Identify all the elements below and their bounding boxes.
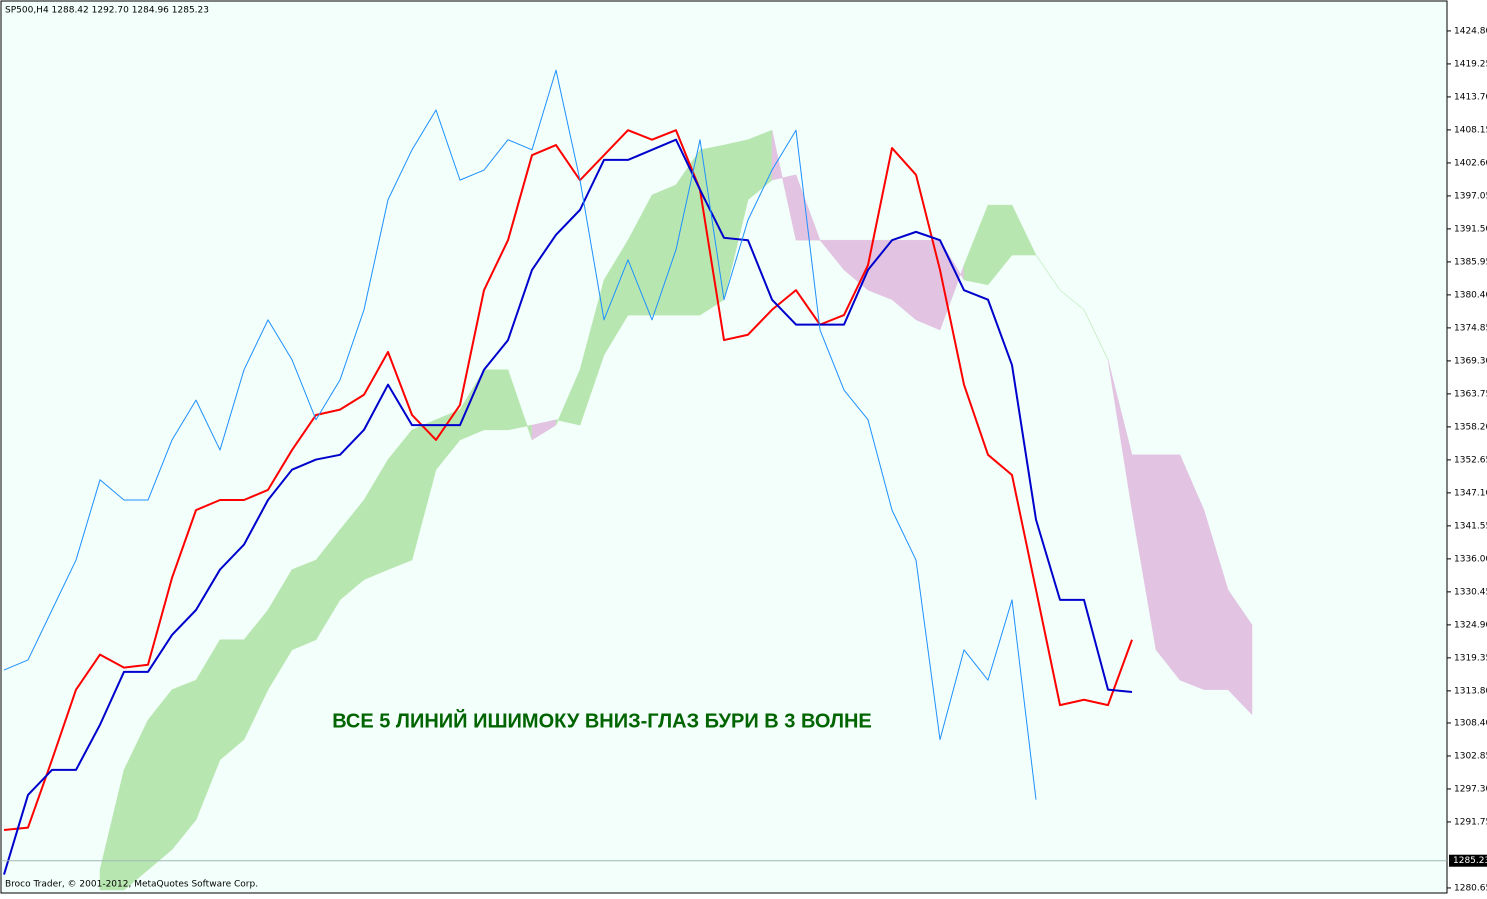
y-tick-label: 1419.25 bbox=[1454, 59, 1487, 69]
cloud-down bbox=[795, 174, 821, 241]
y-tick-label: 1280.65 bbox=[1454, 883, 1487, 893]
cloud-up bbox=[291, 559, 317, 651]
y-tick-label: 1397.05 bbox=[1454, 191, 1487, 201]
y-axis: 1424.80 1419.25 1413.70 1408.15 1402.60 1397.… bbox=[1447, 26, 1487, 893]
cloud-up bbox=[171, 679, 197, 851]
y-tick-label: 1336.00 bbox=[1454, 554, 1487, 564]
y-tick-label: 1291.75 bbox=[1454, 817, 1487, 827]
y-tick-label: 1313.80 bbox=[1454, 686, 1487, 696]
y-tick-label: 1385.95 bbox=[1454, 257, 1487, 267]
y-tick-label: 1319.35 bbox=[1454, 653, 1487, 663]
y-tick-label: 1369.30 bbox=[1454, 356, 1487, 366]
current-price-box bbox=[1449, 854, 1487, 867]
y-tick-label: 1297.30 bbox=[1454, 784, 1487, 794]
cloud-up bbox=[147, 688, 173, 871]
y-tick-label: 1413.70 bbox=[1454, 92, 1487, 102]
annotation: ВСЕ 5 ЛИНИЙ ИШИМОКУ ВНИЗ-ГЛАЗ БУРИ В 3 В… bbox=[332, 708, 872, 732]
chart-header: SP500,H4 1288.42 1292.70 1284.96 1285.23 bbox=[5, 6, 209, 16]
y-tick-label: 1302.85 bbox=[1454, 751, 1487, 761]
y-tick-label: 1374.85 bbox=[1454, 323, 1487, 333]
y-tick-label: 1380.40 bbox=[1454, 290, 1487, 300]
y-tick-label: 1408.15 bbox=[1454, 125, 1487, 135]
cloud-down bbox=[1155, 454, 1181, 681]
current-price-label: 1285.23 bbox=[1453, 856, 1487, 866]
y-tick-label: 1341.55 bbox=[1454, 521, 1487, 531]
y-tick-label: 1324.90 bbox=[1454, 620, 1487, 630]
cloud-down bbox=[1227, 588, 1253, 716]
cloud-up bbox=[483, 369, 509, 431]
y-tick-label: 1352.65 bbox=[1454, 455, 1487, 465]
cloud-up bbox=[651, 184, 677, 316]
y-tick-label: 1424.80 bbox=[1454, 26, 1487, 36]
y-tick-label: 1347.10 bbox=[1454, 488, 1487, 498]
cloud bbox=[99, 129, 1253, 891]
indicator-line bbox=[3, 129, 1133, 831]
y-tick-label: 1391.50 bbox=[1454, 224, 1487, 234]
cloud-up bbox=[1011, 205, 1037, 256]
lines bbox=[1, 69, 1447, 875]
y-tick-label: 1363.75 bbox=[1454, 389, 1487, 399]
y-tick-label: 1358.20 bbox=[1454, 422, 1487, 432]
y-tick-label: 1402.60 bbox=[1454, 158, 1487, 168]
y-tick-label: 1330.45 bbox=[1454, 587, 1487, 597]
copyright: Broco Trader, © 2001-2012, MetaQuotes So… bbox=[5, 880, 258, 890]
cloud-up bbox=[219, 639, 245, 761]
y-tick-label: 1308.40 bbox=[1454, 718, 1487, 728]
indicator-line bbox=[3, 69, 1037, 800]
indicator-line bbox=[3, 138, 1133, 875]
